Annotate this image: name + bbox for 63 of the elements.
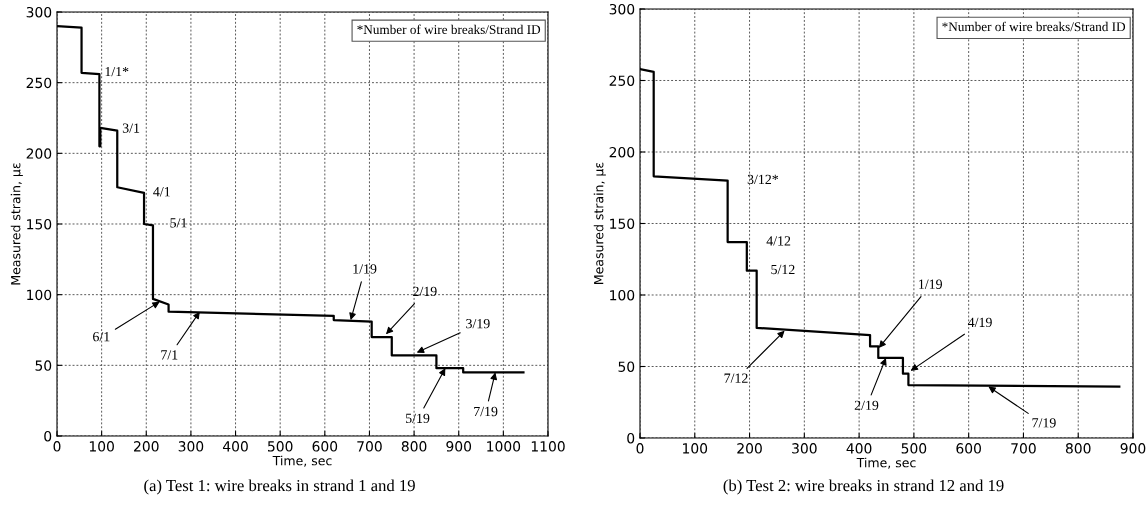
x-tick-label: 100	[683, 443, 708, 454]
y-tick-label: 200	[609, 146, 635, 158]
y-tick-label: 150	[610, 218, 635, 229]
y-tick-label: 150	[27, 218, 52, 230]
x-tick-label: 100	[89, 441, 114, 452]
x-axis-title: Time, sec	[856, 457, 916, 469]
annotation: 4/12	[766, 236, 791, 246]
text: (a) Test 1: wire breaks in strand 1 and 19	[144, 479, 415, 495]
x-tick-label: 700	[357, 441, 382, 452]
annotation: 4/19	[967, 317, 992, 328]
annotation: 1/19	[353, 264, 377, 274]
y-tick-label: 0	[627, 432, 635, 444]
x-tick-label: 300	[792, 443, 817, 454]
annotation: 5/12	[771, 264, 795, 275]
annotation: 6/1	[93, 331, 110, 342]
y-tick-label: 300	[609, 3, 635, 15]
x-tick-label: 600	[956, 443, 981, 454]
annotation: 4/1	[153, 187, 170, 197]
annotation: 1/1*	[105, 66, 129, 77]
annotation: 5/19	[406, 413, 430, 424]
x-tick-label: 200	[134, 441, 159, 452]
x-tick-label: 900	[1120, 443, 1146, 454]
x-tick-label: 1100	[531, 441, 565, 452]
x-tick-label: 0	[53, 441, 61, 452]
x-tick-label: 500	[268, 441, 293, 452]
x-tick-label: 300	[178, 441, 204, 452]
y-tick-label: 250	[26, 77, 52, 89]
x-tick-label: 200	[737, 443, 762, 454]
x-tick-label: 1000	[487, 441, 521, 452]
annotation: 1/19	[919, 279, 942, 289]
annotation: 7/1	[161, 350, 178, 360]
y-axis-title: Measured strain, με	[593, 162, 606, 284]
x-axis-title: Time, sec	[272, 455, 332, 467]
y-tick-label: 300	[26, 6, 52, 18]
y-tick-label: 200	[26, 148, 52, 159]
y-tick-label: 50	[35, 360, 52, 371]
x-tick-label: 800	[401, 441, 427, 452]
x-tick-label: 500	[901, 443, 927, 454]
annotation: 5/1	[170, 218, 187, 228]
y-tick-label: 250	[609, 75, 635, 86]
annotation: 7/19	[474, 406, 498, 417]
annotation: 3/19	[466, 318, 490, 329]
x-tick-label: 800	[1065, 443, 1091, 454]
x-tick-label: 400	[846, 443, 872, 454]
x-tick-label: 0	[636, 443, 644, 454]
y-tick-label: 50	[618, 361, 635, 372]
y-axis-title: Measured strain, με	[10, 163, 23, 285]
annotation: *Number of wire breaks/Strand ID	[942, 21, 1126, 32]
annotation: 2/19	[854, 400, 879, 411]
text: (b) Test 2: wire breaks in strand 12 and 19	[723, 479, 1004, 495]
annotation: 7/12	[724, 373, 748, 383]
x-tick-label: 400	[222, 441, 248, 452]
x-tick-label: 700	[1011, 443, 1036, 454]
annotation: 7/19	[1032, 418, 1056, 428]
y-tick-label: 0	[44, 430, 52, 442]
x-tick-label: 600	[312, 441, 338, 452]
y-tick-label: 100	[27, 289, 52, 301]
annotation: 3/1	[122, 123, 140, 133]
annotation: *Number of wire breaks/Strand ID	[357, 24, 541, 35]
x-tick-label: 900	[446, 441, 472, 452]
y-tick-label: 100	[610, 289, 635, 301]
annotation: 3/12*	[747, 174, 779, 185]
annotation: 2/19	[413, 286, 437, 297]
